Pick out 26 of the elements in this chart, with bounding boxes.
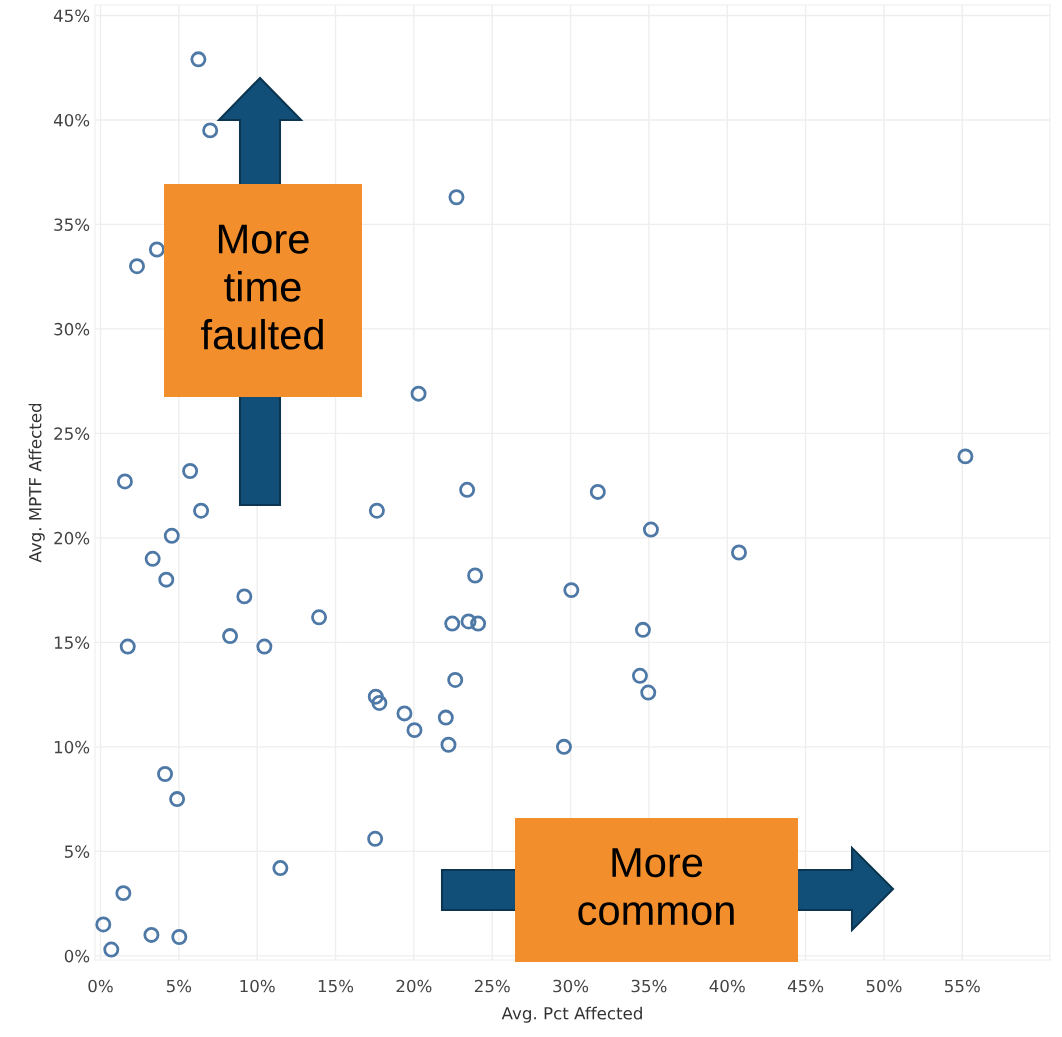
x-tick-label: 50% [866, 979, 902, 993]
x-tick-label: 5% [166, 979, 192, 993]
x-tick-label: 10% [240, 979, 275, 993]
annotation: More common [578, 848, 734, 926]
y-tick-label: 10% [54, 740, 90, 754]
x-tick-label: 0% [88, 979, 113, 993]
y-tick-label: 0% [64, 949, 90, 963]
annotation: More time faulted [201, 224, 323, 350]
x-tick-label: 25% [474, 979, 510, 993]
y-tick-label: 35% [54, 218, 90, 231]
x-axis-title: Avg. Pct Affected [501, 1006, 642, 1023]
x-tick-label: 40% [709, 979, 745, 993]
y-tick-label: 20% [54, 531, 90, 545]
y-tick-label: 5% [64, 845, 90, 858]
x-tick-label: 20% [396, 979, 432, 993]
y-axis-title: Avg. MPTF Affected [28, 403, 45, 563]
x-tick-label: 15% [318, 979, 354, 993]
y-tick-label: 25% [54, 427, 90, 440]
x-tick-label: 45% [787, 979, 824, 993]
x-tick-label: 55% [945, 979, 980, 993]
y-tick-label: 30% [54, 322, 90, 336]
y-tick-label: 40% [53, 113, 90, 127]
x-tick-label: 30% [553, 979, 589, 993]
y-tick-label: 45% [53, 9, 90, 23]
x-tick-label: 35% [631, 979, 667, 993]
y-tick-label: 15% [54, 636, 90, 649]
